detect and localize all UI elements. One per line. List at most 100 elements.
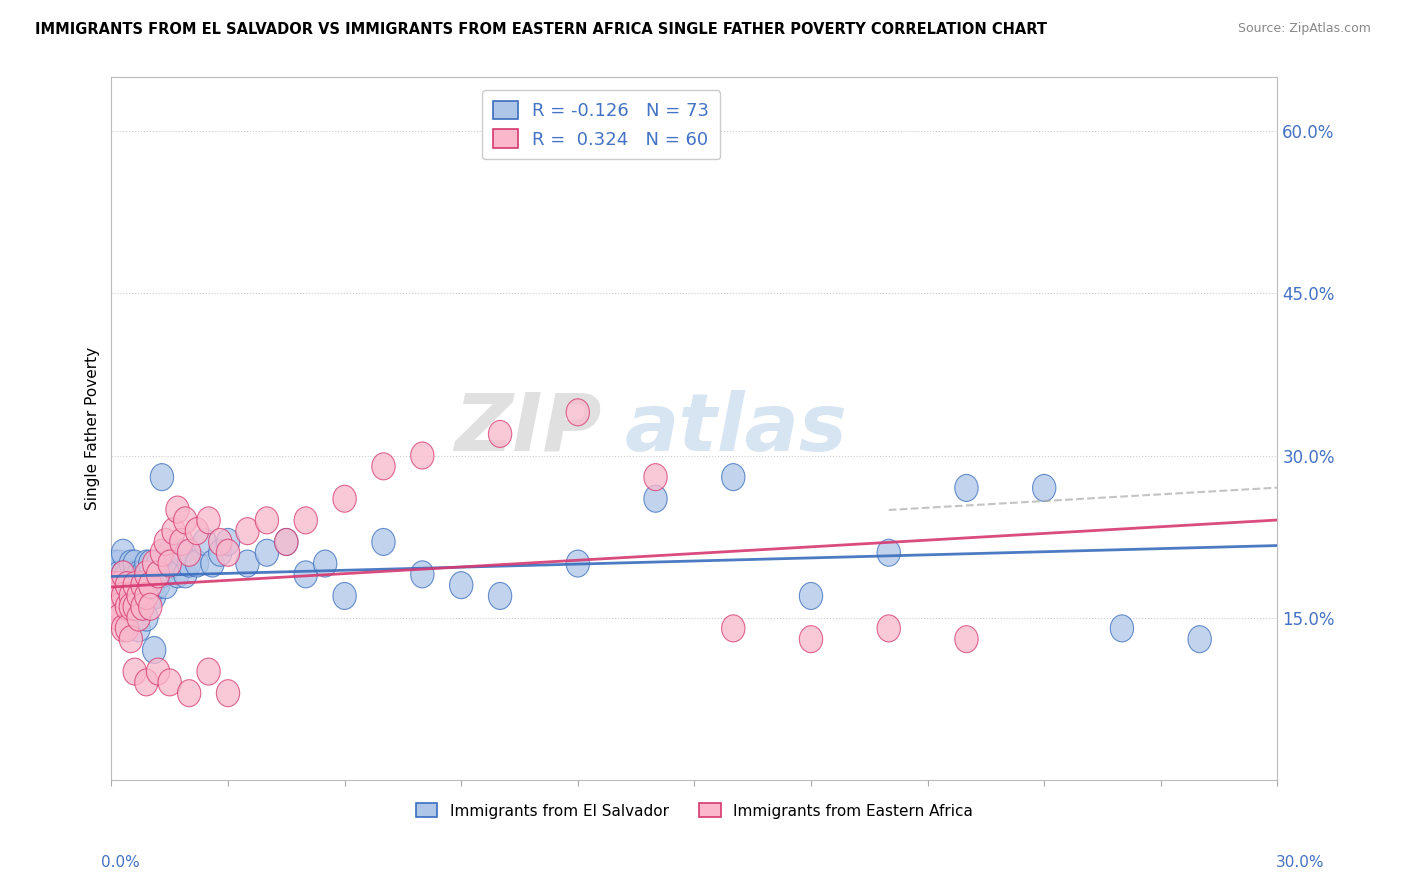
Ellipse shape [877, 540, 900, 566]
Text: 0.0%: 0.0% [101, 855, 141, 870]
Ellipse shape [162, 517, 186, 545]
Ellipse shape [104, 593, 127, 620]
Ellipse shape [111, 582, 135, 609]
Ellipse shape [371, 453, 395, 480]
Ellipse shape [170, 540, 193, 566]
Ellipse shape [115, 572, 139, 599]
Ellipse shape [217, 680, 239, 706]
Ellipse shape [567, 399, 589, 425]
Ellipse shape [173, 507, 197, 533]
Ellipse shape [131, 582, 155, 609]
Ellipse shape [115, 593, 139, 620]
Ellipse shape [274, 528, 298, 556]
Ellipse shape [107, 572, 131, 599]
Ellipse shape [170, 528, 193, 556]
Ellipse shape [104, 550, 127, 577]
Ellipse shape [155, 528, 177, 556]
Ellipse shape [120, 593, 142, 620]
Ellipse shape [274, 528, 298, 556]
Ellipse shape [139, 550, 162, 577]
Ellipse shape [155, 572, 177, 599]
Ellipse shape [1111, 615, 1133, 642]
Ellipse shape [142, 582, 166, 609]
Ellipse shape [124, 582, 146, 609]
Ellipse shape [333, 582, 356, 609]
Text: atlas: atlas [624, 390, 848, 467]
Ellipse shape [124, 593, 146, 620]
Ellipse shape [124, 561, 146, 588]
Ellipse shape [721, 615, 745, 642]
Ellipse shape [150, 540, 173, 566]
Ellipse shape [333, 485, 356, 512]
Ellipse shape [139, 582, 162, 609]
Ellipse shape [208, 528, 232, 556]
Ellipse shape [644, 485, 668, 512]
Ellipse shape [127, 572, 150, 599]
Ellipse shape [124, 658, 146, 685]
Ellipse shape [236, 550, 259, 577]
Ellipse shape [193, 528, 217, 556]
Text: 30.0%: 30.0% [1277, 855, 1324, 870]
Ellipse shape [142, 561, 166, 588]
Ellipse shape [115, 561, 139, 588]
Ellipse shape [177, 540, 201, 566]
Ellipse shape [115, 582, 139, 609]
Ellipse shape [450, 572, 472, 599]
Ellipse shape [111, 561, 135, 588]
Ellipse shape [127, 582, 150, 609]
Ellipse shape [177, 550, 201, 577]
Y-axis label: Single Father Poverty: Single Father Poverty [86, 347, 100, 510]
Ellipse shape [127, 615, 150, 642]
Ellipse shape [127, 604, 150, 631]
Ellipse shape [146, 550, 170, 577]
Ellipse shape [107, 604, 131, 631]
Ellipse shape [139, 593, 162, 620]
Ellipse shape [294, 507, 318, 533]
Ellipse shape [1032, 475, 1056, 501]
Ellipse shape [107, 561, 131, 588]
Ellipse shape [135, 550, 157, 577]
Ellipse shape [146, 561, 170, 588]
Ellipse shape [955, 475, 979, 501]
Ellipse shape [120, 582, 142, 609]
Ellipse shape [107, 550, 131, 577]
Ellipse shape [217, 540, 239, 566]
Ellipse shape [644, 464, 668, 491]
Ellipse shape [107, 593, 131, 620]
Ellipse shape [256, 507, 278, 533]
Ellipse shape [104, 582, 127, 609]
Ellipse shape [157, 550, 181, 577]
Ellipse shape [120, 550, 142, 577]
Ellipse shape [186, 517, 208, 545]
Ellipse shape [294, 561, 318, 588]
Ellipse shape [124, 550, 146, 577]
Ellipse shape [131, 572, 155, 599]
Ellipse shape [111, 615, 135, 642]
Ellipse shape [217, 528, 239, 556]
Ellipse shape [256, 540, 278, 566]
Ellipse shape [173, 561, 197, 588]
Ellipse shape [142, 637, 166, 664]
Ellipse shape [104, 572, 127, 599]
Ellipse shape [314, 550, 337, 577]
Ellipse shape [135, 582, 157, 609]
Ellipse shape [1188, 625, 1212, 653]
Ellipse shape [124, 572, 146, 599]
Ellipse shape [236, 517, 259, 545]
Text: ZIP: ZIP [454, 390, 602, 467]
Text: IMMIGRANTS FROM EL SALVADOR VS IMMIGRANTS FROM EASTERN AFRICA SINGLE FATHER POVE: IMMIGRANTS FROM EL SALVADOR VS IMMIGRANT… [35, 22, 1047, 37]
Ellipse shape [955, 625, 979, 653]
Ellipse shape [157, 669, 181, 696]
Ellipse shape [800, 582, 823, 609]
Ellipse shape [111, 572, 135, 599]
Ellipse shape [166, 496, 190, 523]
Ellipse shape [135, 669, 157, 696]
Ellipse shape [107, 582, 131, 609]
Ellipse shape [142, 550, 166, 577]
Ellipse shape [146, 658, 170, 685]
Ellipse shape [488, 582, 512, 609]
Ellipse shape [120, 625, 142, 653]
Ellipse shape [111, 561, 135, 588]
Ellipse shape [124, 572, 146, 599]
Ellipse shape [177, 680, 201, 706]
